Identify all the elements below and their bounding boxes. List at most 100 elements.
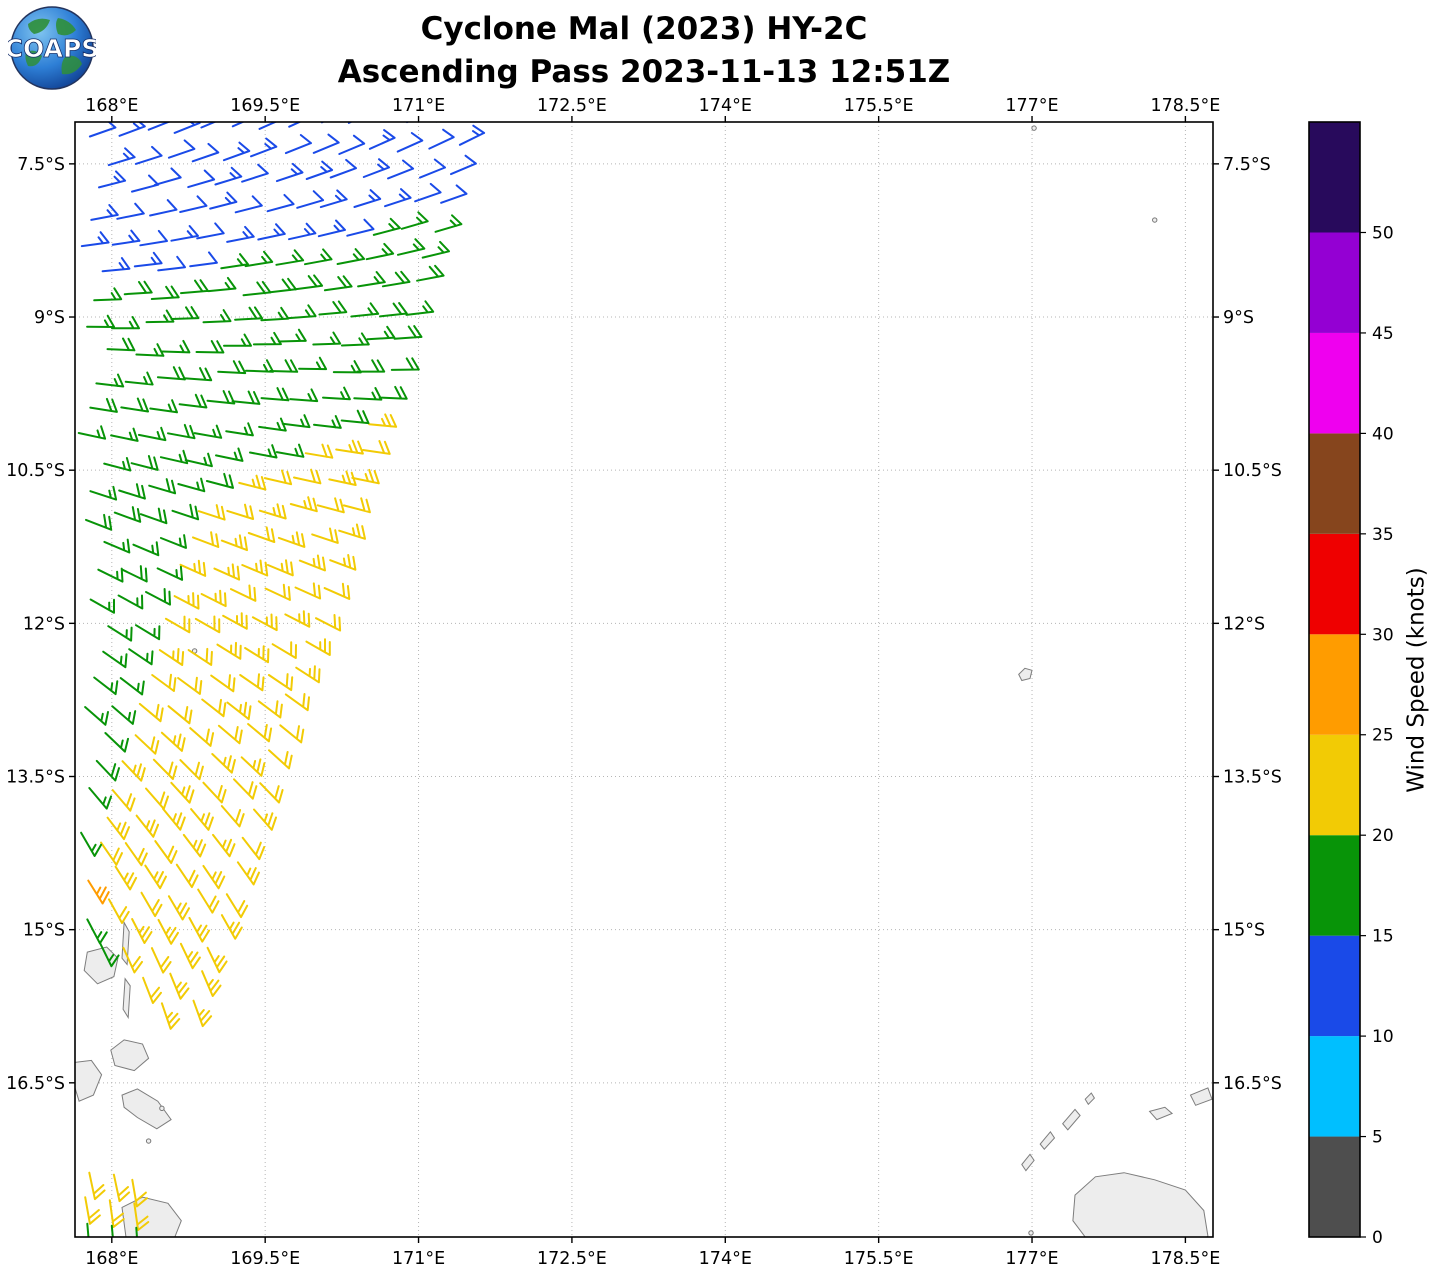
wind-barb bbox=[111, 316, 140, 330]
wind-barb bbox=[340, 409, 370, 425]
colorbar-axis-label: Wind Speed (knots) bbox=[1404, 566, 1431, 793]
wind-barb bbox=[356, 359, 386, 373]
wind-barb bbox=[177, 477, 206, 493]
x-tick-label-top: 172.5°E bbox=[537, 96, 607, 116]
wind-barb bbox=[159, 449, 189, 465]
wind-barb bbox=[241, 163, 269, 183]
globe-landmass bbox=[56, 18, 76, 36]
wind-barb bbox=[108, 1199, 125, 1228]
wind-barb bbox=[241, 559, 269, 577]
wind-barb bbox=[244, 645, 270, 664]
colorbar-tick-label: 5 bbox=[1372, 1128, 1383, 1148]
wind-barb bbox=[287, 304, 317, 320]
wind-barb bbox=[150, 947, 172, 974]
wind-barb bbox=[131, 1178, 148, 1208]
wind-barb bbox=[170, 225, 199, 242]
wind-barb bbox=[110, 1224, 114, 1237]
wind-barb bbox=[317, 219, 346, 238]
wind-barb bbox=[159, 534, 187, 549]
wind-barb bbox=[450, 154, 477, 176]
wind-barb bbox=[149, 199, 178, 217]
colorbar-segment bbox=[1309, 835, 1360, 936]
colorbar-segment bbox=[1309, 935, 1360, 1037]
wind-barb bbox=[240, 756, 266, 777]
wind-barb bbox=[258, 503, 287, 520]
wind-barb bbox=[231, 122, 246, 128]
x-tick-label-bottom: 168°E bbox=[85, 1249, 138, 1264]
wind-barb bbox=[311, 527, 339, 544]
wind-barb bbox=[378, 385, 408, 400]
x-tick-label-top: 171°E bbox=[392, 96, 445, 116]
island-santo bbox=[83, 946, 119, 985]
x-tick-label-top: 168°E bbox=[85, 96, 138, 116]
wind-barb bbox=[145, 787, 169, 810]
wind-barb bbox=[387, 159, 415, 180]
colorbar-tick-label: 0 bbox=[1372, 1228, 1383, 1248]
wind-barb bbox=[195, 340, 225, 354]
x-tick-label-top: 174°E bbox=[699, 96, 752, 116]
wind-barb bbox=[241, 836, 266, 861]
wind-barb bbox=[353, 387, 383, 401]
chart-title: Cyclone Mal (2023) HY-2C Ascending Pass … bbox=[75, 8, 1213, 94]
wind-barb bbox=[362, 440, 391, 455]
wind-barb bbox=[295, 665, 321, 684]
island-viti-levu bbox=[1072, 1172, 1209, 1237]
wind-barb bbox=[84, 706, 109, 726]
y-tick-label-right: 9°S bbox=[1223, 308, 1254, 328]
wind-barb bbox=[220, 253, 249, 270]
islet-dot bbox=[1152, 217, 1158, 223]
wind-barb bbox=[134, 145, 163, 165]
wind-barb bbox=[171, 503, 200, 521]
wind-barb bbox=[142, 976, 162, 1004]
x-tick-label-top: 177°E bbox=[1005, 96, 1058, 116]
wind-barb bbox=[187, 647, 213, 666]
wind-barb bbox=[121, 760, 146, 782]
wind-barb bbox=[289, 496, 318, 513]
wind-barb bbox=[266, 193, 295, 213]
wind-barb bbox=[111, 229, 141, 246]
wind-barb bbox=[379, 302, 408, 318]
wind-barb bbox=[209, 191, 238, 210]
wind-barb bbox=[158, 648, 185, 666]
island-yasawa-1 bbox=[1021, 1153, 1035, 1172]
wind-barb bbox=[328, 470, 357, 486]
wind-barb bbox=[200, 589, 227, 608]
colorbar-tick-label: 50 bbox=[1372, 223, 1394, 243]
colorbar-segment bbox=[1309, 433, 1360, 534]
island-yasawa-3 bbox=[1062, 1108, 1081, 1131]
wind-barb bbox=[397, 238, 426, 256]
wind-barb bbox=[182, 833, 207, 858]
wind-barb bbox=[226, 503, 255, 520]
wind-barb bbox=[223, 333, 252, 347]
y-tick-label-right: 10.5°S bbox=[1223, 461, 1282, 481]
wind-barb bbox=[124, 371, 154, 386]
x-tick-label-top: 169.5°E bbox=[230, 96, 300, 116]
wind-barb bbox=[193, 424, 223, 439]
colorbar-segment bbox=[1309, 1036, 1360, 1137]
y-tick-label-left: 16.5°S bbox=[6, 1074, 65, 1094]
coaps-logo-text: COAPS bbox=[8, 34, 96, 63]
wind-barb bbox=[202, 781, 227, 804]
wind-barb bbox=[258, 122, 278, 130]
wind-barb bbox=[238, 474, 267, 491]
colorbar-tick-label: 20 bbox=[1372, 826, 1394, 846]
wind-barb bbox=[234, 195, 263, 214]
wind-barb bbox=[161, 339, 191, 354]
wind-barb bbox=[210, 674, 236, 693]
wind-barb bbox=[191, 142, 220, 163]
wind-barb bbox=[157, 255, 186, 272]
wind-barb bbox=[103, 457, 132, 472]
wind-barb bbox=[268, 277, 297, 294]
y-tick-label-left: 7.5°S bbox=[17, 155, 65, 175]
x-tick-label-top: 175.5°E bbox=[844, 96, 914, 116]
wind-barb bbox=[133, 1202, 150, 1231]
wind-barb bbox=[289, 388, 319, 403]
wind-barb bbox=[220, 534, 248, 552]
colorbar-tick-label: 35 bbox=[1372, 525, 1394, 545]
wind-barb bbox=[215, 447, 244, 462]
x-tick-label-bottom: 175.5°E bbox=[844, 1249, 914, 1264]
wind-barb bbox=[116, 202, 145, 220]
wind-barb bbox=[357, 271, 386, 288]
wind-barb bbox=[86, 1222, 90, 1237]
wind-barb bbox=[145, 588, 171, 606]
